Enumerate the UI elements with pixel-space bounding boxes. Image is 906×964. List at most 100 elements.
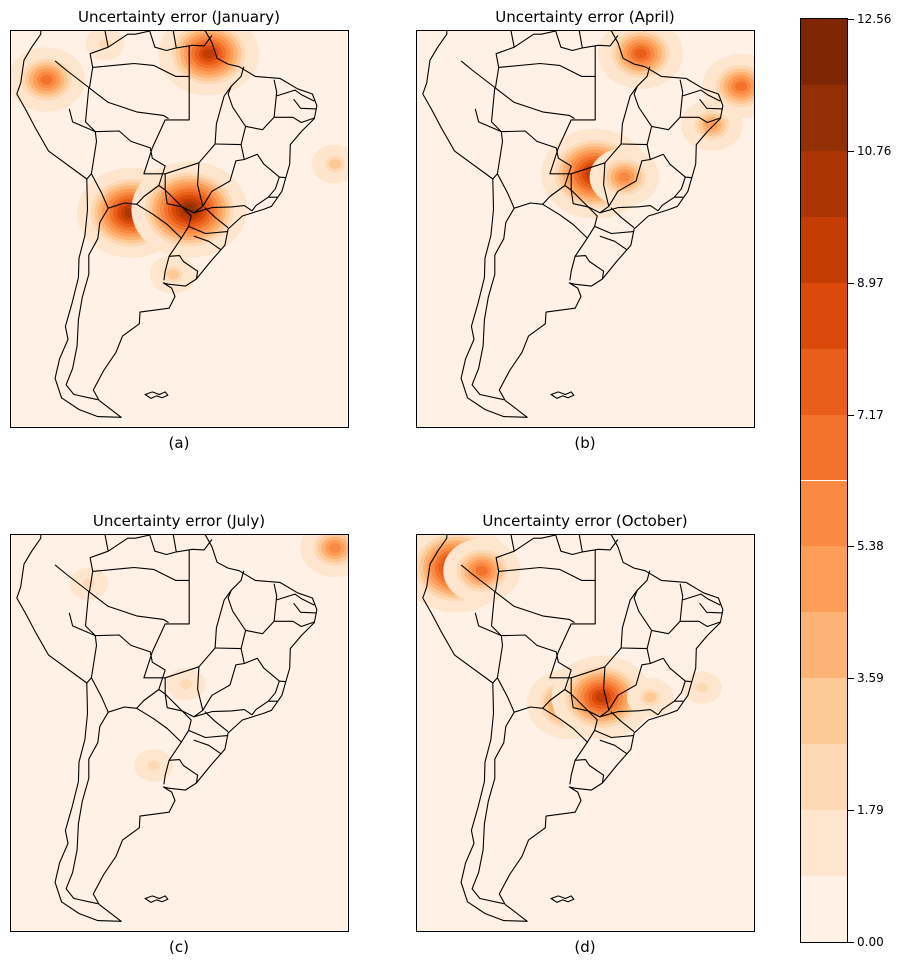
border-line (267, 680, 280, 702)
border-line (164, 677, 204, 718)
panel-caption: (c) (169, 938, 189, 956)
map-background (417, 31, 754, 427)
border-line (542, 185, 598, 239)
border-line (88, 31, 109, 89)
border-line (574, 741, 588, 761)
border-line (88, 535, 109, 593)
border-line (197, 144, 245, 207)
map-october (416, 534, 755, 932)
border-line (650, 657, 692, 683)
error-hotspot (69, 567, 109, 600)
border-line (54, 60, 98, 180)
border-line (168, 741, 182, 761)
border-line (293, 602, 317, 614)
border-line (244, 153, 286, 179)
border-line (149, 535, 177, 556)
colorbar-tick (848, 678, 854, 680)
border-line (495, 591, 575, 624)
coastline (422, 535, 724, 922)
colorbar-tick-label: 7.17 (857, 407, 884, 422)
panel-caption: (b) (574, 434, 596, 452)
border-line (244, 657, 286, 683)
panel-title: Uncertainty error (July) (92, 512, 266, 530)
panel-title: Uncertainty error (April) (495, 8, 675, 26)
error-hotspot (300, 535, 348, 577)
border-line (603, 648, 651, 711)
border-line (699, 98, 723, 110)
error-hotspot (682, 671, 722, 704)
colorbar-band (801, 876, 847, 942)
border-line (163, 759, 199, 785)
border-line (570, 677, 610, 718)
border-line (92, 62, 190, 77)
border-line (92, 566, 190, 581)
border-line (164, 173, 204, 214)
border-line (680, 620, 721, 628)
border-line (65, 677, 109, 905)
border-line (215, 589, 247, 650)
error-hotspot (589, 148, 660, 207)
colorbar-band (801, 414, 847, 481)
border-line (68, 108, 96, 133)
contour-level-6 (618, 172, 631, 183)
border-line (65, 173, 109, 401)
border-line (682, 89, 721, 102)
border-line (569, 255, 605, 281)
border-line (274, 620, 315, 628)
border-line (474, 612, 502, 637)
colorbar-tick (848, 546, 854, 548)
map-july (10, 534, 349, 932)
border-line (621, 589, 653, 650)
border-line (107, 535, 151, 552)
contour-level-7 (735, 81, 747, 92)
island-outline (549, 895, 575, 904)
border-line (136, 689, 192, 743)
border-line (471, 677, 515, 905)
colorbar-tick (848, 282, 854, 284)
border-line (197, 648, 245, 711)
border-line (193, 739, 222, 755)
coastline (422, 31, 724, 418)
border-line (495, 87, 575, 120)
colorbar-band (801, 546, 847, 613)
colorbar-band (801, 19, 847, 85)
border-line (574, 237, 588, 257)
island-outline (143, 895, 169, 904)
border-line (89, 591, 169, 624)
island-outline (143, 391, 169, 400)
colorbar-tick (848, 150, 854, 152)
border-line (136, 185, 192, 239)
colorbar-band (801, 150, 847, 217)
contour-level-6 (329, 543, 341, 553)
border-line (582, 35, 619, 49)
colorbar-band (801, 348, 847, 415)
colorbar-tick-label: 10.76 (857, 143, 892, 158)
border-line (95, 634, 166, 713)
border-line (610, 711, 635, 733)
border-line (204, 207, 229, 229)
border-line (599, 235, 628, 251)
border-line (657, 700, 684, 716)
error-hotspot (158, 31, 259, 96)
border-line (673, 680, 686, 702)
error-hotspot (11, 47, 86, 112)
border-line (594, 225, 634, 235)
coastline (16, 535, 318, 922)
error-hotspot (311, 144, 348, 184)
contour-level-3 (644, 692, 657, 703)
border-line (651, 79, 684, 131)
panel-caption: (d) (574, 938, 596, 956)
border-line (474, 108, 502, 133)
colorbar-tick-label: 0.00 (857, 935, 884, 949)
colorbar-tick-label: 5.38 (857, 539, 884, 554)
border-line (594, 729, 634, 739)
border-line (569, 759, 605, 785)
border-line (650, 153, 692, 179)
panel-title: Uncertainty error (October) (482, 512, 688, 530)
border-line (657, 196, 684, 212)
colorbar-tick-label: 12.56 (857, 12, 892, 26)
border-line (513, 535, 557, 552)
contour-level-3 (329, 159, 341, 170)
contour-level-2 (180, 679, 192, 690)
border-line (54, 564, 98, 684)
